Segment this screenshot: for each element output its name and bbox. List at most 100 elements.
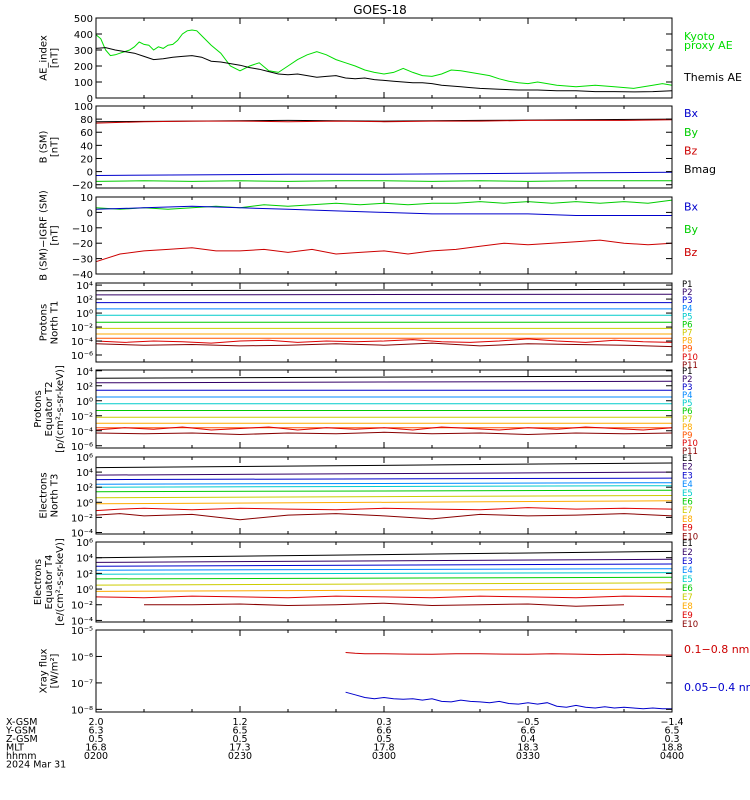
- row-value: 0.3: [664, 734, 679, 745]
- panel-6: 10⁻⁴ 10⁻² 10⁰ 10² 10⁴ 10⁶ Electrons Equator T4[…: [33, 538, 698, 630]
- y-tick-label: 10⁴: [76, 468, 93, 479]
- series-line-E10: [95, 513, 673, 521]
- legend-label: P2: [682, 375, 693, 385]
- y-tick-label: −20: [72, 239, 93, 250]
- series-line-P11: [95, 431, 673, 436]
- legend-label: P11: [682, 447, 698, 457]
- legend-label: P7: [682, 329, 693, 339]
- row-value: 17.8: [373, 743, 394, 754]
- y-axis-label: Electrons: [39, 472, 50, 518]
- series-line-Kyoto-proxy-AE: [95, 29, 673, 89]
- legend-label: By: [684, 223, 699, 236]
- y-tick-label: 10⁻⁴: [71, 616, 93, 627]
- legend-label: P3: [682, 383, 693, 393]
- legend-label: Bmag: [684, 163, 716, 176]
- y-tick-label: 10⁰: [76, 397, 93, 408]
- series-line-By: [95, 180, 672, 182]
- row-label: hhmm: [6, 751, 37, 762]
- y-axis-label: AE_index: [39, 35, 50, 81]
- y-tick-label: 10⁻⁴: [71, 528, 93, 539]
- legend-label: E3: [682, 471, 693, 481]
- panel-3: 10⁻⁶ 10⁻⁴ 10⁻² 10⁰ 10² 10⁴ Protons North T1 P1P2…: [39, 280, 698, 371]
- series-line-E4: [95, 482, 673, 485]
- legend-label: P11: [682, 361, 698, 371]
- panel-frame: [95, 105, 673, 189]
- series-line-E4: [95, 568, 673, 571]
- y-axis-label: Equator T2: [44, 382, 55, 437]
- panel-2: −40 −30 −20 −10 0 10 B (SM)−IGRF (SM) [nT] Bx By B…: [39, 190, 699, 281]
- y-axis-label: [nT]: [50, 137, 61, 157]
- series-line-E5: [95, 572, 673, 575]
- legend-label: E7: [682, 506, 693, 516]
- series-line-Bz: [95, 119, 673, 124]
- legend-label: E1: [682, 454, 693, 464]
- y-tick-label: 80: [80, 115, 93, 126]
- panel-1: −20 0 20 40 60 80 100 B (SM) [nT] Bx By Bz Bmag: [39, 102, 717, 192]
- row-value: 6.6: [520, 726, 535, 737]
- y-tick-label: −40: [72, 270, 93, 281]
- y-axis-label: [nT]: [50, 48, 61, 68]
- panel-4: 10⁻⁶ 10⁻⁴ 10⁻² 10⁰ 10² 10⁴ Protons Equator T2 [p…: [33, 365, 698, 457]
- legend-label: E7: [682, 593, 693, 603]
- y-tick-label: 10⁶: [76, 453, 93, 464]
- y-tick-label: 100: [74, 78, 93, 89]
- y-tick-label: 10²: [76, 295, 93, 306]
- y-tick-label: −20: [72, 181, 93, 192]
- panel-frame: [95, 629, 673, 713]
- y-tick-label: 10²: [76, 382, 93, 393]
- legend-label: E9: [682, 611, 693, 621]
- series-line-Bx: [95, 205, 672, 216]
- y-tick-label: 60: [80, 128, 93, 139]
- y-tick-label: 10⁻⁶: [71, 351, 93, 362]
- legend-label: P2: [682, 288, 693, 298]
- row-value: 0330: [516, 751, 540, 762]
- row-value: 0300: [372, 751, 396, 762]
- y-tick-label: 10⁰: [76, 309, 93, 320]
- row-value: 0400: [660, 751, 684, 762]
- legend-label: P4: [682, 304, 693, 314]
- legend-label: E2: [682, 463, 693, 473]
- row-value: −1.4: [660, 717, 683, 728]
- y-tick-label: 200: [74, 62, 93, 73]
- series-line-P2: [95, 380, 673, 384]
- series-line-E6: [95, 489, 673, 493]
- y-axis-label: Protons: [33, 390, 44, 427]
- legend-label: E8: [682, 602, 693, 612]
- legend-label: P8: [682, 337, 693, 347]
- row-label: Y-GSM: [5, 726, 36, 737]
- legend-label: E4: [682, 480, 693, 490]
- legend-label: E5: [682, 575, 693, 585]
- y-axis-label: Electrons: [33, 559, 44, 605]
- legend-label: proxy AE: [684, 39, 733, 52]
- y-tick-label: 400: [74, 30, 93, 41]
- y-tick-label: 0: [87, 208, 93, 219]
- y-tick-label: 500: [74, 14, 93, 25]
- legend-label: E4: [682, 566, 693, 576]
- y-tick-label: 10⁴: [76, 367, 93, 378]
- row-value: 0200: [84, 751, 108, 762]
- legend-label: Kyoto: [684, 30, 715, 43]
- y-tick-label: 10⁻⁴: [71, 427, 93, 438]
- y-tick-label: 10⁻²: [71, 601, 93, 612]
- series-line-P2: [95, 293, 673, 296]
- legend-label: P6: [682, 320, 693, 330]
- series-line-Themis-AE: [95, 47, 673, 93]
- y-tick-label: 10⁰: [76, 585, 93, 596]
- row-value: 6.5: [664, 726, 679, 737]
- y-axis-label: North T3: [50, 474, 61, 518]
- y-axis-label: B (SM)−IGRF (SM): [39, 190, 50, 281]
- row-value: 18.3: [517, 743, 538, 754]
- y-axis-label: Equator T4: [44, 555, 55, 610]
- series-line-E3: [95, 563, 673, 567]
- legend-label: P7: [682, 415, 693, 425]
- row-value: 0230: [228, 751, 252, 762]
- legend-label: P1: [682, 280, 693, 290]
- series-line-P11: [95, 342, 673, 348]
- legend-label: P6: [682, 407, 693, 417]
- series-line-0.1−0.8-nm: [345, 652, 673, 656]
- row-value: −0.5: [516, 717, 539, 728]
- series-line-P1: [95, 375, 673, 379]
- row-value: 6.6: [376, 726, 391, 737]
